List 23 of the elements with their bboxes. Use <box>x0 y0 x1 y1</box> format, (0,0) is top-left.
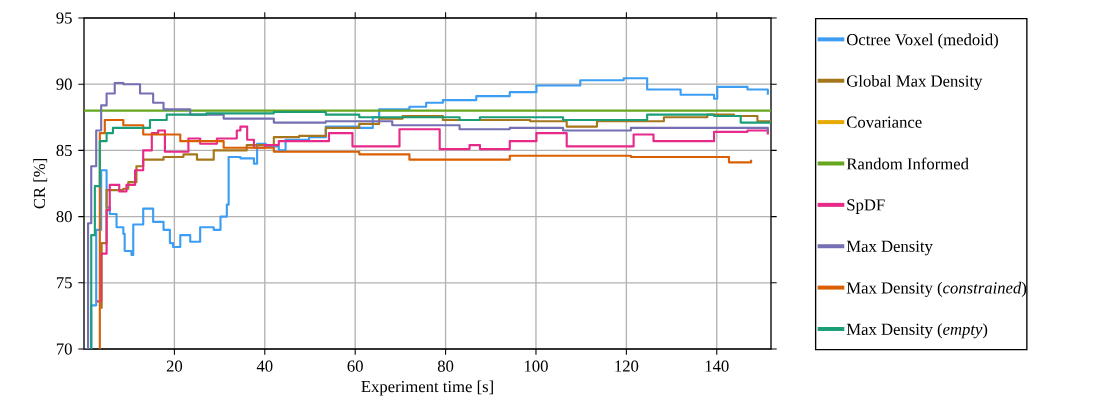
legend-label: SpDF <box>847 199 885 214</box>
y-axis-title: CR [%] <box>33 159 48 209</box>
legend-label: Covariance <box>846 116 922 128</box>
x-tick-label: 60 <box>347 360 363 372</box>
y-tick-label: 70 <box>56 343 72 355</box>
legend-label: Global Max Density <box>846 74 983 91</box>
y-tick-label: 90 <box>56 78 72 90</box>
x-tick-label: 140 <box>705 360 729 372</box>
legend-label: Max Density <box>846 240 933 256</box>
legend-label: Octree Voxel (medoid) <box>846 33 998 49</box>
legend-label: Max Density (constrained) <box>846 281 1027 297</box>
x-tick-label: 120 <box>615 360 639 372</box>
y-tick-label: 95 <box>56 12 72 24</box>
x-tick-label: 20 <box>166 360 183 372</box>
y-tick-label: 85 <box>56 144 72 157</box>
x-tick-label: 40 <box>256 360 273 372</box>
x-tick-label: 80 <box>437 360 454 372</box>
x-axis-title: Experiment time [s] <box>361 380 493 396</box>
legend-label: Random Informed <box>846 157 969 170</box>
legend-label: Max Density (empty) <box>846 323 988 339</box>
y-tick-label: 75 <box>56 277 72 289</box>
y-tick-label: 80 <box>56 210 72 223</box>
x-tick-label: 100 <box>524 360 548 372</box>
